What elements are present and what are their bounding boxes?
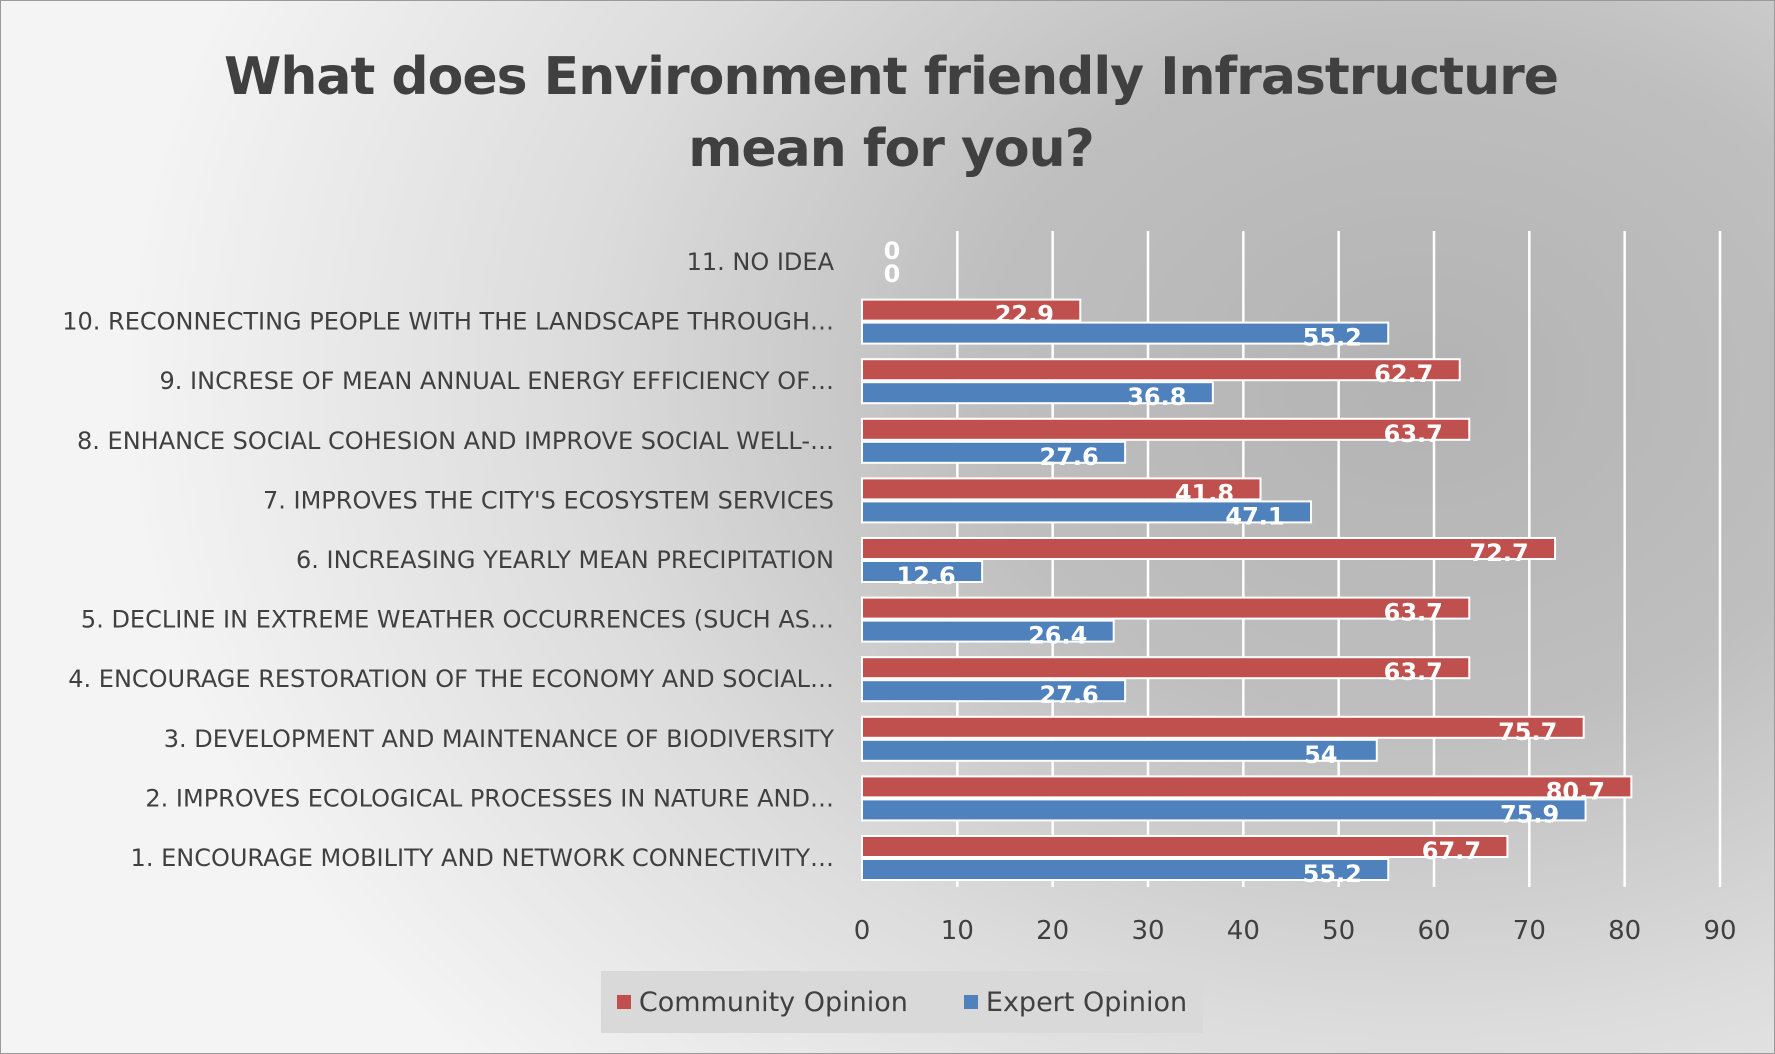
- x-tick-label: 10: [941, 916, 974, 946]
- x-tick-label: 70: [1513, 916, 1546, 946]
- bar[interactable]: [861, 835, 1509, 858]
- data-label: 63.7: [1384, 599, 1443, 627]
- data-label: 26.4: [1028, 622, 1087, 650]
- bar[interactable]: [861, 298, 1082, 322]
- data-label: 75.7: [1498, 718, 1557, 746]
- bar[interactable]: [861, 500, 1313, 524]
- bar[interactable]: [861, 417, 1471, 441]
- bar[interactable]: [861, 619, 1115, 643]
- data-label: 22.9: [995, 301, 1054, 329]
- data-label: 80.7: [1546, 777, 1605, 805]
- data-label: 54: [1304, 741, 1337, 769]
- bar[interactable]: [861, 560, 984, 583]
- x-tick-label: 60: [1417, 916, 1450, 946]
- category-label: 4. ENCOURAGE RESTORATION OF THE ECONOMY …: [68, 665, 834, 693]
- legend-swatch-community: [616, 995, 631, 1009]
- data-label: 62.7: [1374, 360, 1433, 388]
- data-label: 0: [884, 260, 901, 288]
- data-label: 63.7: [1384, 420, 1443, 448]
- bars: [861, 298, 1633, 881]
- legend-item-expert[interactable]: Expert Opinion: [963, 986, 1188, 1018]
- bar[interactable]: [861, 775, 1633, 799]
- data-label: 67.7: [1422, 837, 1481, 865]
- data-label: 36.8: [1127, 383, 1186, 411]
- bar[interactable]: [861, 798, 1587, 822]
- category-label: 3. DEVELOPMENT AND MAINTENANCE OF BIODIV…: [164, 725, 835, 753]
- category-label: 6. INCREASING YEARLY MEAN PRECIPITATION: [296, 546, 834, 574]
- data-labels: 67.7 55.2 80.775.9 75.7 54 63.7 27.6 63.7 26.4 72…: [884, 237, 1605, 888]
- category-label: 10. RECONNECTING PEOPLE WITH THE LANDSCA…: [62, 308, 834, 336]
- bar[interactable]: [861, 381, 1214, 405]
- bar[interactable]: [861, 440, 1127, 464]
- legend-label-expert: Expert Opinion: [985, 986, 1188, 1018]
- legend-item-community[interactable]: Community Opinion: [616, 986, 908, 1018]
- data-label: 27.6: [1040, 681, 1099, 709]
- chart-title: What does Environment friendly Infrastru…: [223, 47, 1559, 179]
- x-tick-label: 30: [1131, 916, 1164, 946]
- bar[interactable]: [861, 321, 1390, 345]
- data-label: 75.9: [1500, 800, 1559, 828]
- category-label: 11. NO IDEA: [687, 248, 835, 276]
- bar[interactable]: [861, 858, 1390, 881]
- data-label: 12.6: [897, 562, 956, 590]
- legend: Community Opinion Expert Opinion: [601, 971, 1203, 1033]
- bar[interactable]: [861, 477, 1262, 501]
- x-tick-label: 50: [1322, 916, 1355, 946]
- bar[interactable]: [861, 738, 1378, 762]
- bar[interactable]: [861, 679, 1127, 703]
- data-label: 63.7: [1384, 658, 1443, 686]
- category-label: 2. IMPROVES ECOLOGICAL PROCESSES IN NATU…: [145, 784, 834, 812]
- data-label: 0: [884, 237, 901, 265]
- bar[interactable]: [861, 656, 1471, 680]
- bar[interactable]: [861, 358, 1461, 382]
- data-label: 27.6: [1040, 443, 1099, 471]
- data-label: 47.1: [1225, 502, 1284, 530]
- category-labels: 1. ENCOURAGE MOBILITY AND NETWORK CONNEC…: [62, 248, 834, 872]
- x-tick-label: 90: [1703, 916, 1736, 946]
- data-label: 41.8: [1175, 479, 1234, 507]
- category-label: 9. INCRESE OF MEAN ANNUAL ENERGY EFFICIE…: [160, 367, 834, 395]
- category-label: 8. ENHANCE SOCIAL COHESION AND IMPROVE S…: [77, 427, 834, 455]
- legend-label-community: Community Opinion: [638, 986, 908, 1018]
- legend-swatch-expert: [963, 995, 978, 1009]
- x-axis-ticks: 0 10 20 30 40 50 60 70 80 90: [854, 916, 1737, 946]
- data-label: 55.2: [1303, 860, 1362, 888]
- bar[interactable]: [861, 537, 1557, 560]
- x-tick-label: 0: [854, 916, 871, 946]
- bar[interactable]: [861, 596, 1471, 620]
- data-label: 72.7: [1469, 539, 1528, 567]
- data-label: 55.2: [1303, 324, 1362, 352]
- category-label: 7. IMPROVES THE CITY'S ECOSYSTEM SERVICE…: [263, 486, 834, 514]
- x-tick-label: 80: [1608, 916, 1641, 946]
- bar[interactable]: [861, 715, 1585, 739]
- x-tick-label: 20: [1036, 916, 1069, 946]
- category-label: 1. ENCOURAGE MOBILITY AND NETWORK CONNEC…: [131, 844, 834, 872]
- x-tick-label: 40: [1227, 916, 1260, 946]
- category-label: 5. DECLINE IN EXTREME WEATHER OCCURRENCE…: [81, 606, 834, 634]
